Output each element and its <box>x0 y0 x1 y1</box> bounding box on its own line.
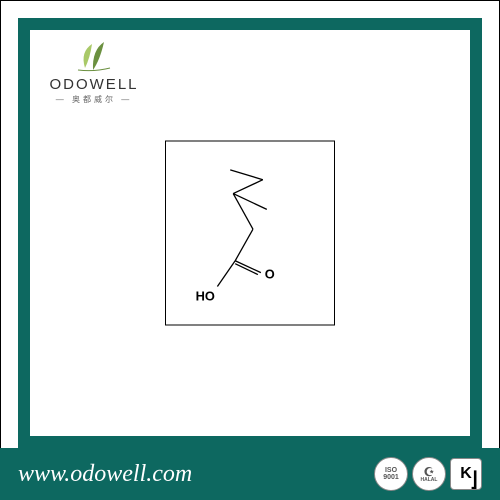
oxygen-label: O <box>265 267 275 282</box>
logo-leaf-icon <box>70 40 118 74</box>
website-url: www.odowell.com <box>18 461 374 488</box>
halal-badge-icon: ☪ HALAL <box>412 457 446 491</box>
molecule-diagram: O HO <box>166 150 334 333</box>
brand-subtitle: — 奥都威尔 — <box>40 94 148 105</box>
iso-badge-icon: ISO 9001 <box>374 457 408 491</box>
certification-badges: ISO 9001 ☪ HALAL K ⌋ <box>374 457 482 491</box>
kosher-badge-icon: K ⌋ <box>450 458 482 490</box>
brand-name: ODOWELL <box>40 76 148 93</box>
hydroxyl-label: HO <box>196 288 215 303</box>
molecule-structure-box: O HO <box>165 141 335 326</box>
product-frame: ODOWELL — 奥都威尔 — O HO <box>18 18 482 448</box>
brand-logo-area: ODOWELL — 奥都威尔 — <box>34 34 154 114</box>
footer-bar: www.odowell.com ISO 9001 ☪ HALAL K ⌋ <box>0 448 500 500</box>
